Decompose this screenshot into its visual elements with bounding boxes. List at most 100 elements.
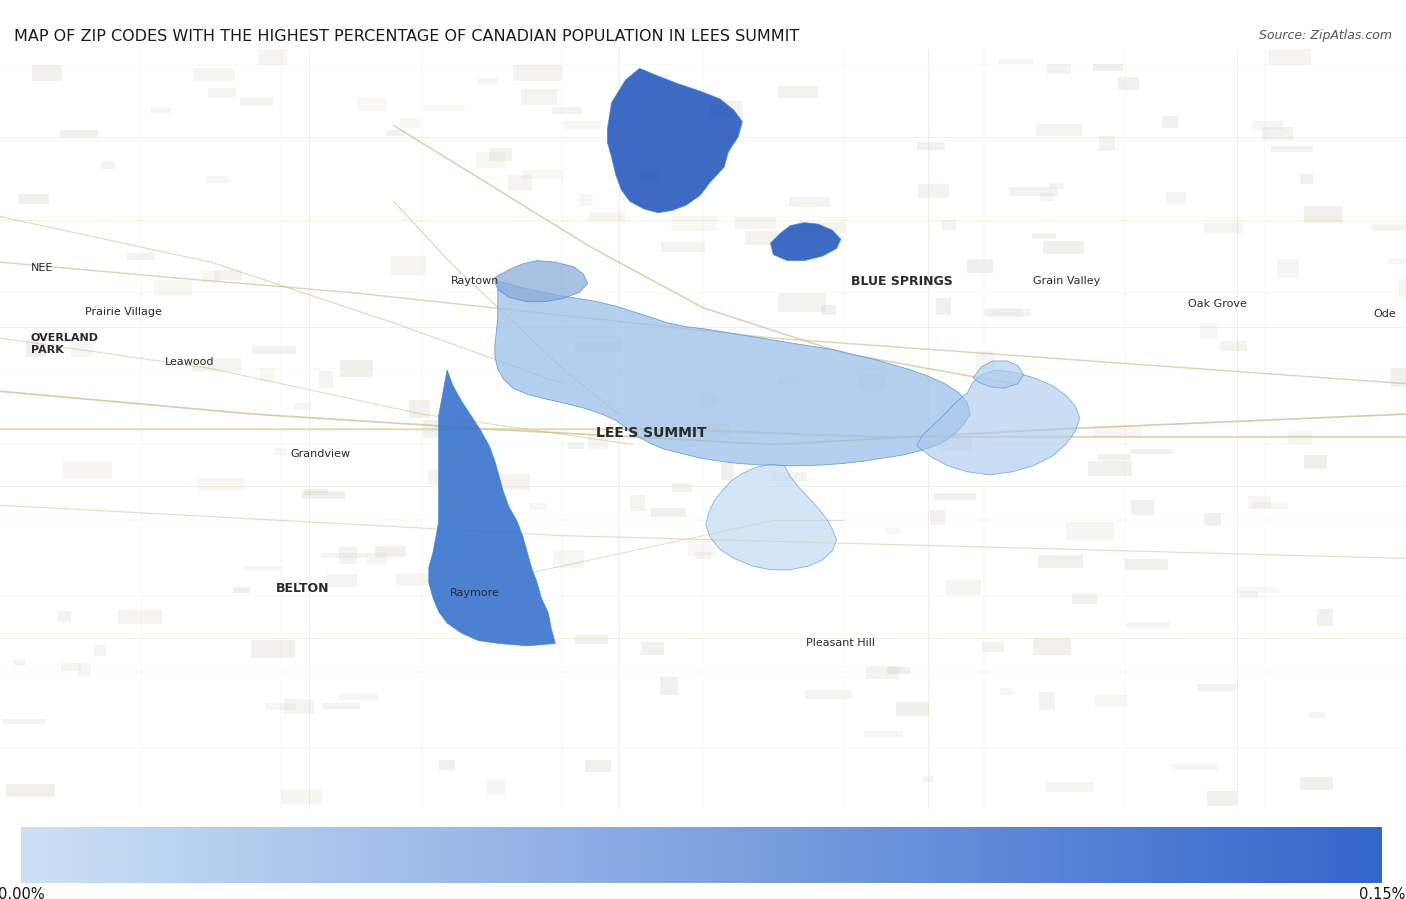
Bar bbox=[575, 341, 621, 352]
Bar bbox=[401, 119, 420, 128]
Bar bbox=[101, 161, 115, 170]
Bar bbox=[193, 358, 242, 372]
Text: Ode: Ode bbox=[1374, 308, 1396, 319]
Bar bbox=[1317, 610, 1333, 626]
Text: Leawood: Leawood bbox=[165, 358, 215, 368]
Bar bbox=[395, 574, 432, 586]
Bar bbox=[651, 508, 686, 517]
Bar bbox=[340, 360, 374, 377]
Bar bbox=[1039, 691, 1054, 709]
Bar bbox=[672, 483, 692, 493]
Bar bbox=[1043, 241, 1084, 254]
Bar bbox=[1271, 146, 1313, 152]
Bar bbox=[1399, 279, 1406, 297]
Bar bbox=[588, 436, 607, 449]
Bar bbox=[250, 640, 295, 657]
Bar bbox=[32, 65, 62, 81]
Polygon shape bbox=[706, 464, 837, 570]
Bar bbox=[387, 129, 405, 136]
Bar bbox=[77, 663, 91, 676]
Bar bbox=[1125, 558, 1167, 570]
Bar bbox=[585, 760, 610, 771]
Bar bbox=[274, 448, 287, 455]
Bar bbox=[440, 761, 456, 770]
Bar bbox=[1095, 695, 1126, 707]
Bar bbox=[1033, 638, 1071, 655]
Bar bbox=[118, 610, 162, 624]
Text: Source: ZipAtlas.com: Source: ZipAtlas.com bbox=[1258, 29, 1392, 41]
Bar bbox=[259, 49, 287, 65]
Bar bbox=[568, 442, 583, 449]
Bar bbox=[710, 102, 744, 118]
Text: Raymore: Raymore bbox=[450, 588, 501, 598]
Bar bbox=[638, 171, 661, 182]
Bar bbox=[551, 107, 582, 114]
Bar bbox=[1199, 323, 1218, 339]
Bar bbox=[1099, 136, 1115, 151]
Bar bbox=[208, 88, 236, 98]
Bar bbox=[1010, 187, 1059, 196]
Bar bbox=[1171, 763, 1218, 770]
Bar bbox=[981, 642, 1004, 652]
Bar bbox=[321, 553, 367, 558]
Bar bbox=[260, 368, 276, 382]
Bar bbox=[804, 690, 852, 699]
Bar bbox=[319, 371, 333, 387]
Bar bbox=[1092, 426, 1142, 437]
Bar bbox=[1073, 594, 1097, 603]
Bar bbox=[233, 586, 250, 592]
Bar bbox=[575, 635, 609, 644]
Bar bbox=[357, 98, 387, 111]
Bar bbox=[205, 176, 229, 182]
Bar bbox=[475, 152, 505, 167]
Bar bbox=[1098, 454, 1130, 460]
Bar bbox=[554, 550, 583, 567]
Bar bbox=[987, 307, 1024, 316]
Bar bbox=[513, 66, 562, 81]
Bar bbox=[721, 462, 734, 480]
Bar bbox=[1278, 259, 1299, 278]
Bar bbox=[1301, 777, 1333, 790]
Bar bbox=[942, 219, 956, 229]
Bar bbox=[772, 472, 807, 481]
Text: Prairie Village: Prairie Village bbox=[86, 307, 162, 316]
Bar bbox=[1388, 258, 1406, 263]
Bar bbox=[1118, 77, 1139, 91]
Polygon shape bbox=[973, 360, 1024, 388]
Bar bbox=[6, 784, 55, 797]
Bar bbox=[197, 477, 245, 491]
Bar bbox=[1049, 183, 1064, 189]
Bar bbox=[252, 346, 297, 354]
Bar bbox=[1288, 432, 1312, 444]
Polygon shape bbox=[770, 223, 841, 261]
Bar bbox=[339, 547, 357, 564]
Bar bbox=[339, 693, 380, 700]
Bar bbox=[1197, 684, 1236, 691]
Text: Oak Grove: Oak Grove bbox=[1188, 299, 1247, 309]
Bar bbox=[522, 170, 564, 179]
Bar bbox=[589, 211, 626, 221]
Bar bbox=[214, 270, 242, 280]
Bar bbox=[294, 404, 311, 410]
Bar bbox=[152, 108, 172, 113]
Bar bbox=[60, 663, 82, 672]
Polygon shape bbox=[607, 68, 742, 213]
Bar bbox=[1092, 64, 1123, 71]
Bar bbox=[661, 242, 706, 252]
Text: Grain Valley: Grain Valley bbox=[1033, 276, 1101, 286]
Polygon shape bbox=[495, 281, 970, 466]
Text: Raytown: Raytown bbox=[451, 276, 499, 286]
Bar bbox=[375, 547, 406, 557]
Text: Pleasant Hill: Pleasant Hill bbox=[806, 638, 876, 648]
Bar bbox=[429, 470, 463, 484]
Bar bbox=[931, 510, 945, 525]
Text: OVERLAND
PARK: OVERLAND PARK bbox=[31, 334, 98, 355]
Bar bbox=[17, 194, 49, 204]
Bar bbox=[1126, 622, 1170, 628]
Bar bbox=[735, 218, 776, 228]
Polygon shape bbox=[917, 370, 1080, 475]
Bar bbox=[1309, 712, 1324, 718]
Bar bbox=[1261, 127, 1294, 140]
Bar bbox=[1251, 503, 1288, 509]
Polygon shape bbox=[495, 261, 588, 302]
